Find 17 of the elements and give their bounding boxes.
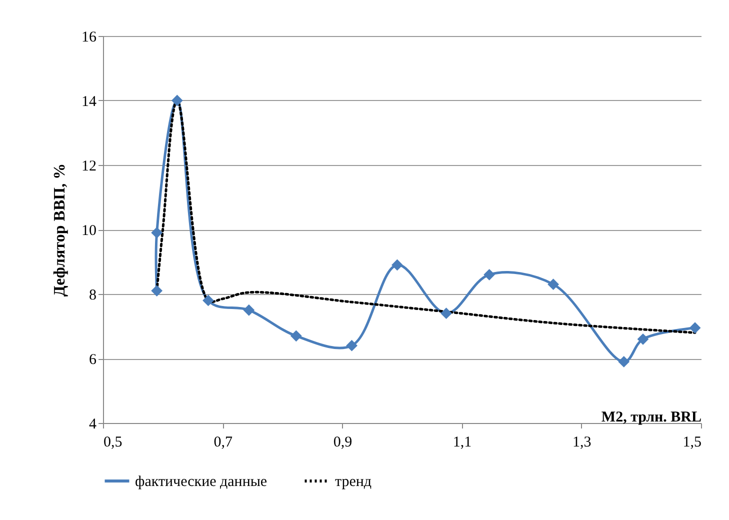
x-tick-label: 1,5: [682, 434, 702, 450]
y-tick-label: 6: [89, 352, 97, 368]
legend-label: тренд: [335, 474, 372, 490]
y-tick-label: 12: [82, 158, 96, 174]
x-tick-label: 1,1: [452, 434, 472, 450]
x-tick-label: 0,9: [333, 434, 352, 450]
y-tick-label: 16: [82, 30, 97, 46]
legend-label: фактические данные: [135, 474, 268, 490]
y-tick-label: 8: [89, 288, 96, 304]
y-tick-label: 14: [82, 94, 97, 110]
x-tick-label: 0,7: [214, 434, 233, 450]
y-axis-title: Дефлятор ВВП, %: [52, 163, 68, 297]
x-tick-label: 0,5: [104, 434, 122, 450]
x-tick-label: 1,3: [572, 434, 592, 450]
y-tick-label: 4: [89, 416, 97, 432]
y-tick-label: 10: [82, 223, 96, 239]
x-axis-title: M2, трлн. BRL: [601, 410, 702, 426]
